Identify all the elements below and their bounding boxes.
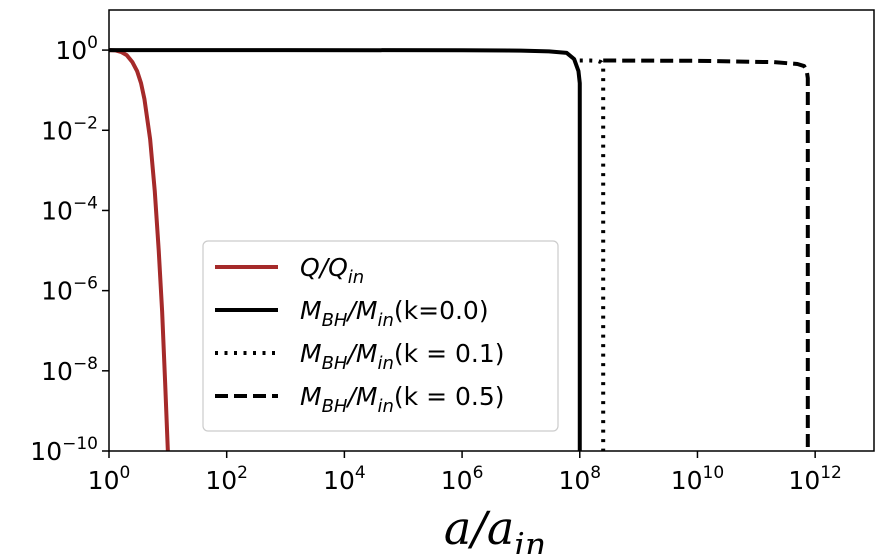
y-tick-label-3: 10−6 [41,274,98,306]
y-tick-label-2: 10−4 [41,193,98,225]
legend: Q/Qin MBH/Min(k=0.0) MBH/Min(k = 0.1) MBH/M… [202,240,559,432]
series-line-0 [108,48,170,452]
legend-label-0: Q/Qin [300,253,364,288]
y-tick-label-4: 10−8 [41,354,98,386]
series-line-3 [603,58,810,451]
x-axis-ticks: 100 102 104 106 108 1010 1012 [88,451,842,495]
x-tick-label-5: 1010 [671,463,724,495]
y-tick-label-5: 10−10 [30,434,98,466]
series-line-2 [579,58,606,451]
legend-label-1: MBH/Min(k=0.0) [300,296,489,331]
series-line-1 [109,48,582,451]
x-axis-label: a/ain [444,501,546,554]
y-tick-label-1: 10−2 [41,113,98,145]
x-tick-label-3: 106 [441,463,484,495]
legend-box [202,240,559,432]
x-tick-label-4: 108 [558,463,601,495]
plot-lines [108,48,810,452]
x-tick-label-0: 100 [88,463,131,495]
axes-frame [108,9,875,452]
x-tick-label-1: 102 [205,463,248,495]
y-tick-label-0: 100 [55,33,98,65]
legend-label-3: MBH/Min(k = 0.5) [300,382,504,417]
y-axis-ticks: 100 10−2 10−4 10−6 10−8 10−10 [30,33,109,466]
x-tick-label-6: 1012 [788,463,841,495]
legend-label-2: MBH/Min(k = 0.1) [300,339,504,374]
x-tick-label-2: 104 [323,463,366,495]
